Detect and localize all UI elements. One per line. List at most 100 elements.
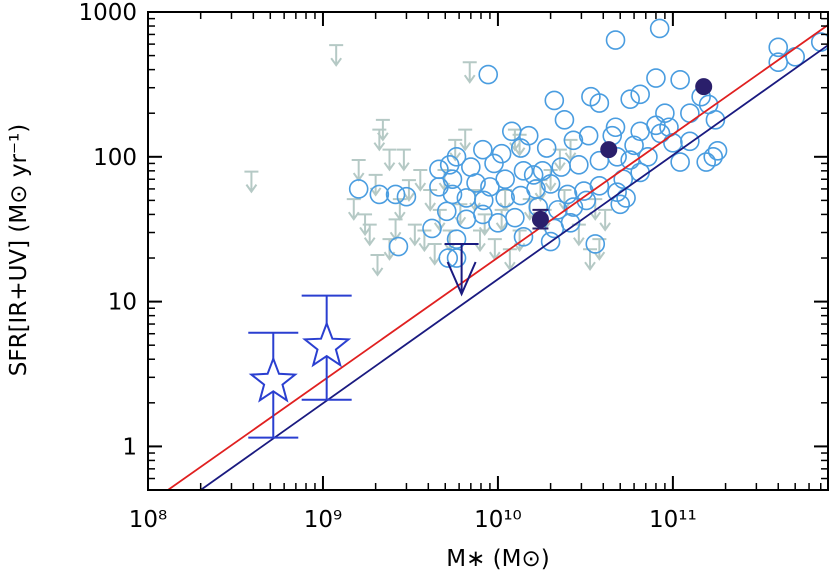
galaxy-point: [540, 174, 561, 194]
galaxy-point: [348, 179, 369, 199]
galaxy-point: [630, 84, 650, 105]
fit-line: [200, 44, 828, 490]
galaxy-point: [446, 229, 467, 249]
upper-limit: [477, 213, 492, 237]
galaxy-point: [569, 155, 589, 175]
upper-limit: [407, 223, 422, 247]
galaxy-point: [505, 207, 525, 228]
galaxy-point: [422, 218, 442, 239]
galaxy-point: [630, 121, 650, 142]
galaxy-point: [513, 161, 534, 181]
upper-limit: [396, 148, 411, 172]
y-tick-label: 10: [108, 290, 137, 316]
upper-limit: [413, 169, 428, 192]
upper-limit: [462, 61, 477, 84]
x-tick-label: 10¹⁰: [474, 507, 522, 533]
galaxy-point: [429, 159, 449, 180]
plot-frame: [147, 11, 829, 491]
upper-limit: [346, 198, 361, 221]
upper-limit: [388, 218, 403, 242]
galaxy-point: [707, 141, 728, 161]
galaxy-point: [680, 131, 700, 152]
star-point: [302, 320, 352, 368]
galaxy-point: [396, 186, 417, 207]
upper-limit: [598, 208, 613, 232]
galaxy-point: [663, 132, 683, 153]
upper-limit: [351, 159, 366, 182]
upper-limit: [592, 238, 607, 261]
x-tick-label: 10¹¹: [649, 507, 697, 533]
galaxy-point: [646, 68, 666, 88]
upper-limit: [358, 213, 373, 237]
stacked-point: [695, 78, 713, 96]
galaxy-point: [585, 234, 606, 254]
upper-limit: [427, 242, 442, 266]
galaxy-point: [703, 147, 724, 167]
upper-limit: [329, 44, 344, 67]
upper-limit: [401, 179, 416, 202]
galaxy-point: [478, 64, 499, 85]
upper-limit: [244, 170, 259, 194]
galaxy-point: [624, 135, 644, 156]
galaxy-point: [557, 184, 578, 205]
galaxy-point: [513, 227, 534, 247]
upper-limit: [423, 188, 438, 212]
galaxy-point: [705, 110, 726, 130]
galaxy-point: [456, 188, 477, 208]
galaxy-point: [438, 248, 459, 268]
stacked-point: [600, 141, 618, 159]
galaxy-point: [554, 110, 575, 130]
galaxy-point: [495, 169, 515, 190]
galaxy-point: [540, 231, 561, 252]
galaxy-point: [536, 138, 557, 158]
galaxy-point: [439, 155, 460, 175]
upper-limit: [370, 253, 385, 277]
stacked-upper-limit: [444, 242, 479, 297]
galaxy-point: [480, 177, 500, 197]
y-tick-label: 1000: [78, 0, 137, 26]
galaxy-point: [620, 89, 640, 109]
galaxy-point: [523, 165, 544, 185]
x-tick-label: 10⁹: [304, 507, 343, 533]
galaxy-point: [605, 30, 626, 50]
galaxy-point: [510, 138, 531, 158]
galaxy-point: [385, 184, 406, 205]
galaxy-point: [495, 188, 515, 208]
y-tick-label: 100: [93, 145, 137, 171]
galaxy-point: [768, 37, 789, 58]
galaxy-point: [610, 194, 631, 215]
galaxy-point: [605, 117, 626, 138]
upper-limit: [432, 208, 447, 232]
galaxy-point: [369, 184, 390, 205]
upper-limit: [382, 148, 397, 172]
galaxy-point: [501, 121, 522, 142]
galaxy-point: [473, 139, 493, 160]
galaxy-point: [696, 152, 716, 172]
galaxy-point: [649, 18, 670, 39]
galaxy-point: [607, 182, 627, 202]
plot-marks: [167, 18, 828, 490]
galaxy-point: [670, 152, 690, 172]
galaxy-point: [466, 173, 486, 193]
stacked-point: [531, 210, 549, 228]
galaxy-point: [563, 130, 584, 151]
galaxy-point: [488, 213, 508, 233]
upper-limit: [368, 173, 383, 197]
galaxy-point: [436, 201, 457, 222]
galaxy-point: [563, 197, 584, 217]
galaxy-point: [446, 248, 467, 268]
galaxy-point: [670, 70, 690, 90]
x-axis-title: M∗ (M⊙): [446, 546, 550, 572]
galaxy-point: [578, 125, 599, 146]
x-tick-label: 10⁸: [129, 507, 168, 533]
galaxy-point: [576, 190, 597, 211]
upper-limit: [458, 128, 473, 152]
galaxy-point: [544, 90, 565, 111]
galaxy-point: [388, 236, 409, 257]
galaxy-point: [638, 147, 658, 167]
galaxy-point: [510, 185, 531, 206]
galaxy-point: [680, 103, 700, 124]
galaxy-point: [560, 213, 581, 233]
y-tick-label: 1: [122, 434, 137, 460]
